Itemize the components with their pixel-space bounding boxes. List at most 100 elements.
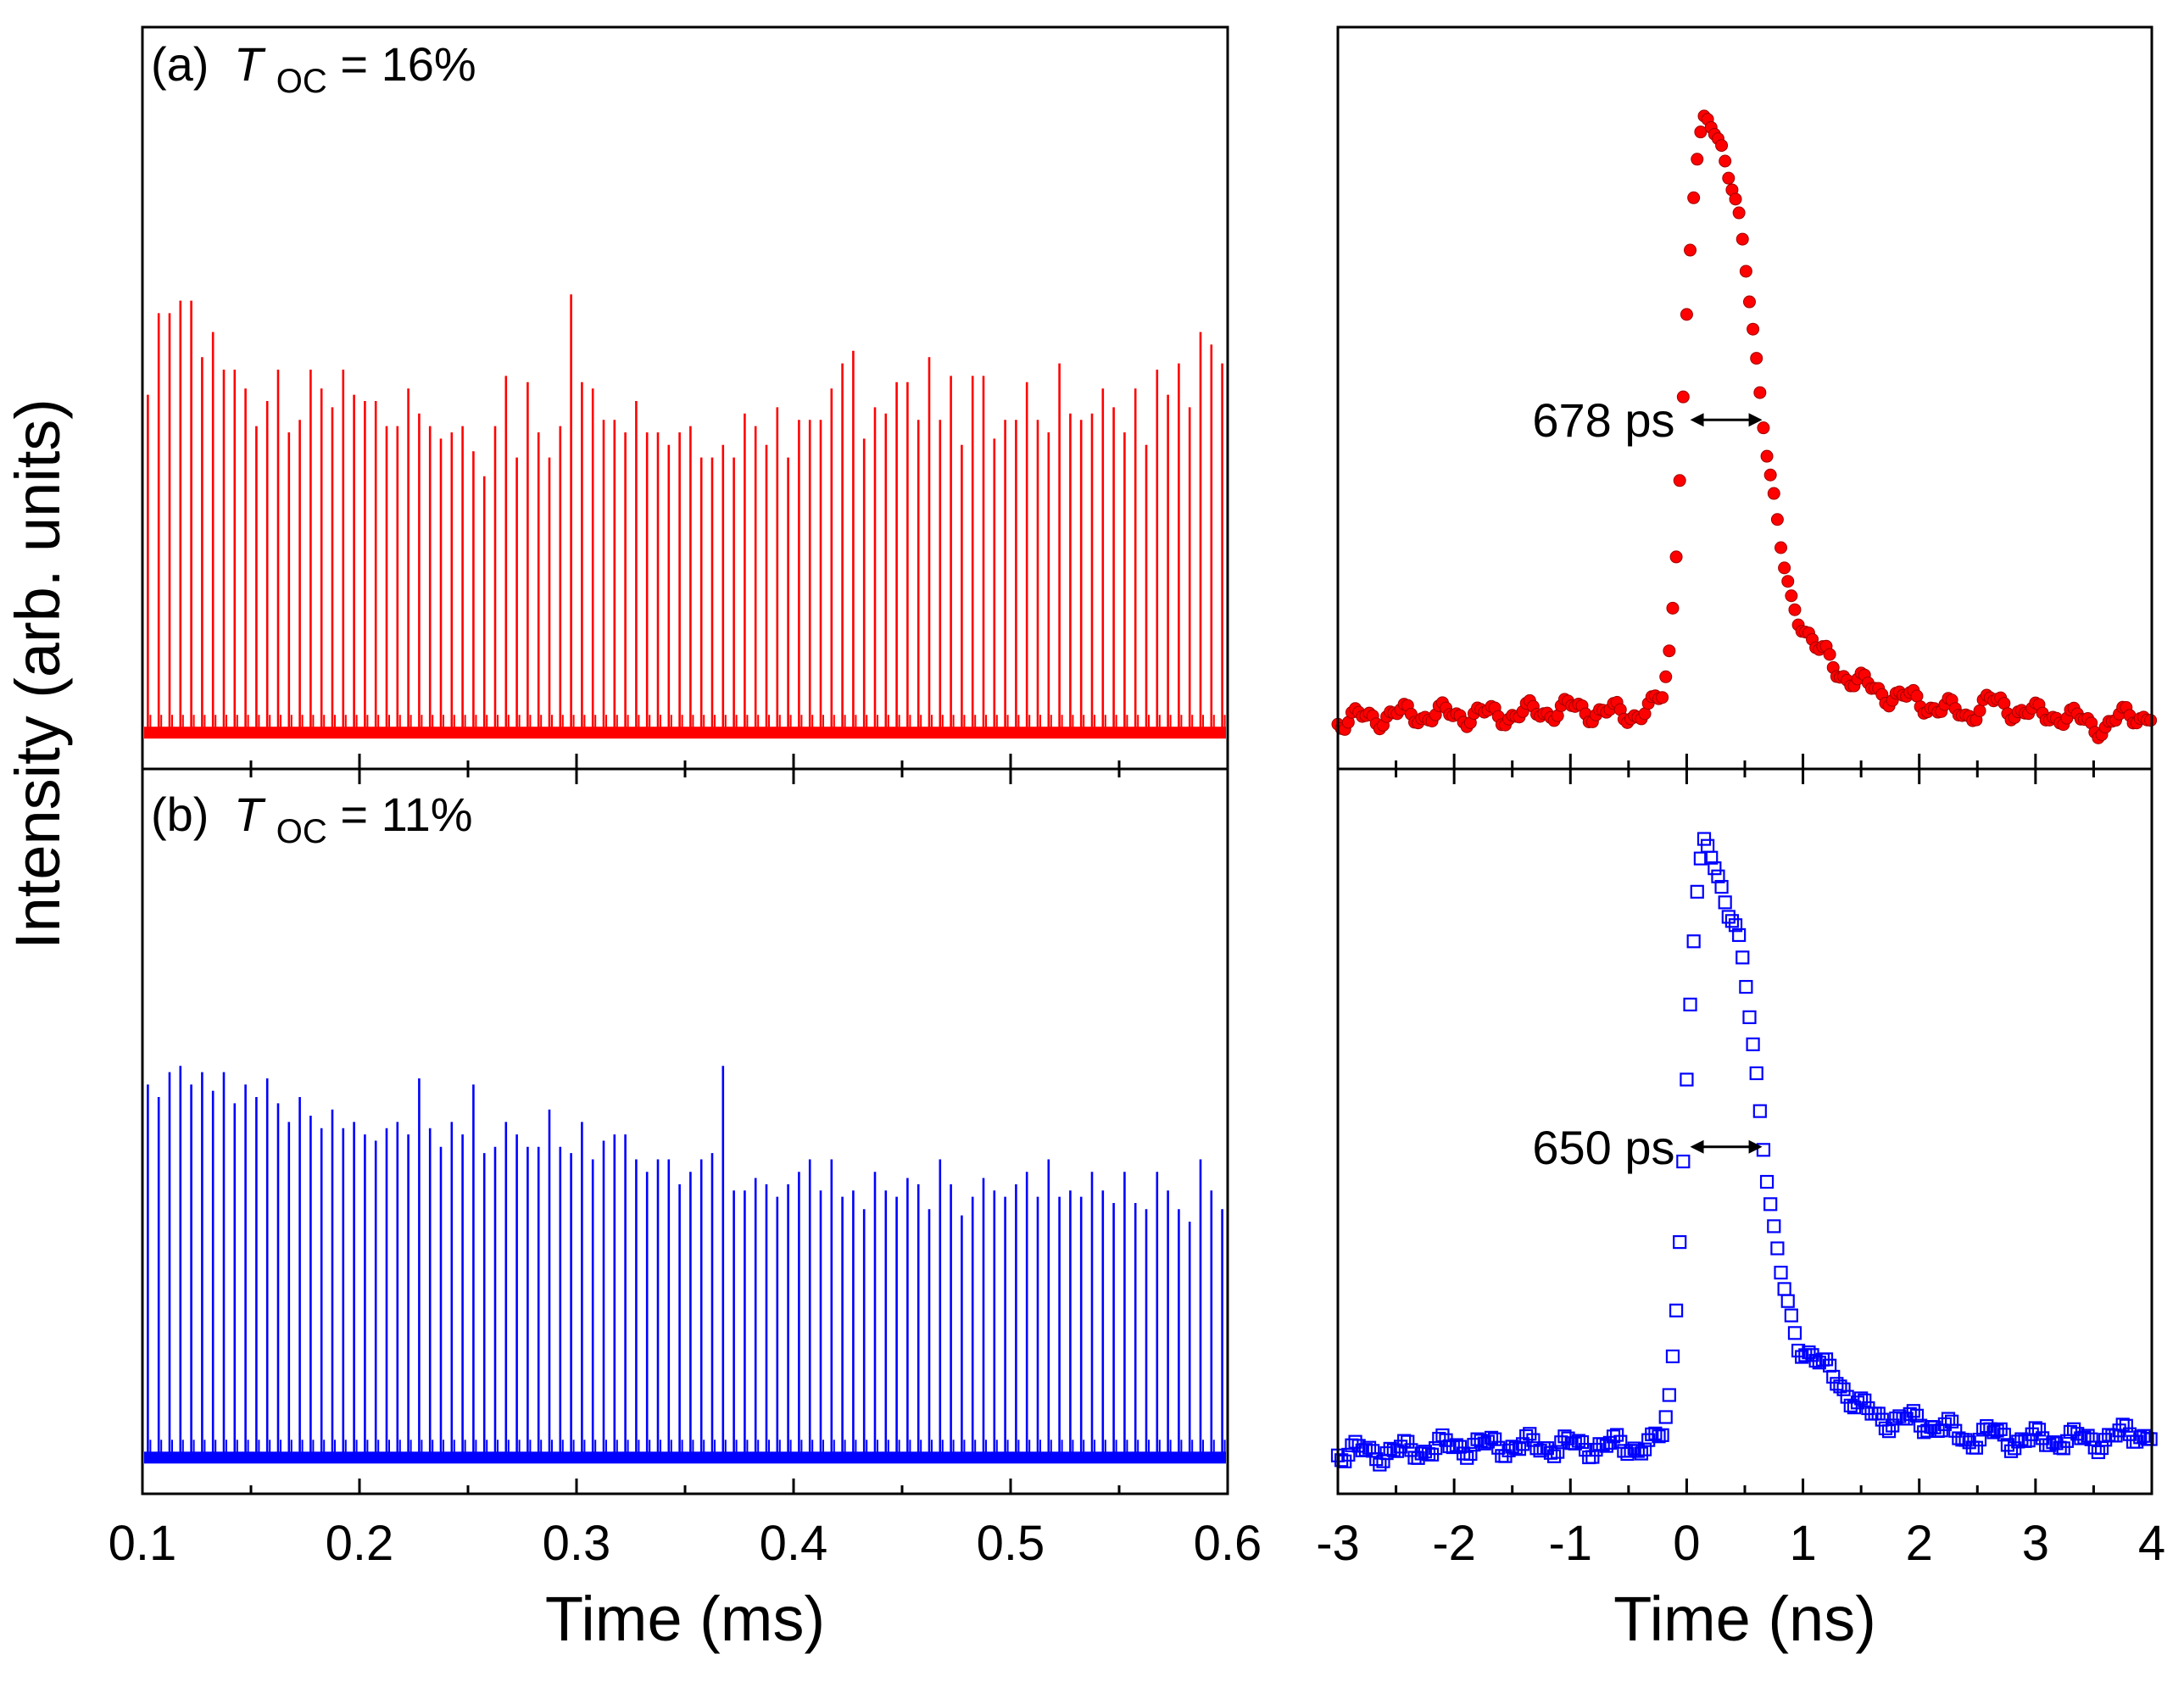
panel-b-marker — [1777, 1282, 1791, 1296]
panel-b-marker — [1836, 1382, 1851, 1396]
panel-b-marker — [1526, 1433, 1540, 1447]
panel-b-marker — [1460, 1451, 1474, 1465]
panel-a-marker — [1785, 589, 1798, 603]
panel-b-marker — [2003, 1444, 2019, 1458]
panel-a-value: = 16% — [340, 37, 476, 91]
panel-a-pulse-profile: 678 ps — [1331, 25, 2158, 771]
panel-b-marker — [1432, 1431, 1446, 1446]
panel-b-marker — [1348, 1434, 1362, 1449]
panel-b-marker — [1774, 1266, 1788, 1280]
panel-a-sub: OC — [276, 63, 327, 100]
panel-b-marker — [1899, 1412, 1914, 1426]
panel-b-marker — [1546, 1449, 1562, 1463]
panel-b-marker — [1990, 1423, 2004, 1438]
panel-b-marker — [1449, 1438, 1463, 1452]
panel-b-marker — [2098, 1433, 2113, 1447]
panel-b-marker — [1390, 1444, 1405, 1458]
panel-b-marker — [2056, 1441, 2070, 1456]
panel-b-marker — [1418, 1445, 1432, 1459]
panel-a-marker — [1823, 648, 1836, 661]
panel-b-right-frame — [1336, 767, 2153, 1495]
panel-b-marker — [1847, 1401, 1862, 1415]
panel-b-marker — [1351, 1439, 1366, 1453]
panel-b-marker — [2059, 1434, 2074, 1448]
panel-a-pulse-lines — [144, 294, 1226, 739]
right-x-tick-label: 2 — [1906, 1516, 1933, 1571]
panel-a-marker — [1719, 154, 1732, 168]
panel-b-marker — [2077, 1430, 2092, 1445]
panel-a-marker — [1742, 295, 1756, 309]
left-x-tick-label: 0.5 — [977, 1516, 1045, 1571]
panel-b-marker — [1903, 1406, 1917, 1421]
panel-b-marker — [1784, 1308, 1798, 1323]
panel-b-value: = 11% — [340, 788, 472, 841]
panel-b-marker — [1610, 1428, 1624, 1442]
panel-a-marker — [1747, 322, 1760, 336]
panel-a-pulse-train: (a) T OC = 16% — [141, 25, 1229, 771]
panel-b-marker — [1488, 1432, 1502, 1446]
panel-b-marker — [1680, 1072, 1694, 1087]
panel-b-marker — [1414, 1446, 1429, 1461]
panel-b-marker — [1732, 927, 1747, 943]
panel-b-marker — [1362, 1440, 1377, 1455]
panel-b-marker — [1843, 1398, 1858, 1413]
panel-a-marker — [1763, 468, 1777, 482]
panel-a-marker — [1753, 386, 1767, 399]
panel-b-marker — [1599, 1439, 1613, 1453]
right-x-tick-label: -2 — [1432, 1516, 1476, 1571]
panel-b-marker — [1787, 1326, 1802, 1340]
panel-b-marker — [1878, 1421, 1893, 1435]
panel-b-marker — [1704, 850, 1719, 865]
panel-b-marker — [1690, 884, 1704, 899]
panel-b-label: (b) T OC = 11% — [151, 788, 473, 853]
right-x-tick-label: -1 — [1548, 1516, 1592, 1571]
panel-b-marker — [2115, 1417, 2130, 1432]
panel-b-marker — [1457, 1446, 1471, 1461]
panel-b-marker — [1376, 1454, 1390, 1468]
panel-b-marker — [2028, 1421, 2042, 1435]
panel-b-marker — [1655, 1428, 1669, 1442]
panel-a-marker — [1656, 691, 1669, 705]
panel-b-marker — [2035, 1431, 2050, 1445]
panel-b-marker — [1543, 1445, 1558, 1460]
panel-b-marker — [1728, 918, 1743, 933]
panel-b-marker — [2070, 1427, 2085, 1441]
left-x-tick-label: 0.4 — [760, 1516, 828, 1571]
panel-b-marker — [1634, 1446, 1649, 1461]
panel-b-marker — [2014, 1432, 2029, 1446]
panel-b-fwhm-arrow — [1690, 1139, 1763, 1154]
panel-b-marker — [1401, 1434, 1415, 1449]
panel-b-marker — [1749, 1066, 1763, 1081]
panel-a-marker — [1663, 644, 1676, 658]
panel-b-marker — [1366, 1444, 1380, 1458]
panel-a-fwhm-arrow — [1690, 413, 1763, 427]
panel-b-marker — [2137, 1429, 2151, 1443]
panel-b-marker — [1746, 1037, 1760, 1051]
panel-b-marker — [2084, 1432, 2098, 1446]
panel-a-marker — [1910, 689, 1924, 703]
panel-b-marker — [1379, 1445, 1394, 1461]
panel-b-marker — [1948, 1423, 1963, 1438]
panel-a-label: (a) T OC = 16% — [151, 37, 476, 103]
panel-a-marker — [1767, 487, 1780, 500]
panel-b-arrow-head-right — [1748, 1139, 1763, 1154]
panel-b-marker — [1770, 1241, 1785, 1256]
panel-a-letter: (a) — [151, 37, 209, 91]
panel-b-marker — [1892, 1409, 1907, 1423]
panel-b-marker — [1386, 1443, 1401, 1457]
panel-b-marker — [1693, 851, 1708, 866]
panel-b-marker — [1676, 1154, 1691, 1169]
panel-b-marker — [1812, 1356, 1826, 1370]
panel-a-marker — [1687, 191, 1701, 204]
panel-b-sub: OC — [276, 813, 327, 850]
panel-b-marker — [1854, 1391, 1869, 1406]
panel-b-pulse-profile: 650 ps — [1330, 767, 2158, 1495]
panel-a-marker — [1659, 670, 1673, 683]
panel-b-marker — [1540, 1441, 1554, 1456]
panel-b-marker — [1512, 1442, 1527, 1456]
left-x-tick-label: 0.6 — [1194, 1516, 1262, 1571]
panel-a-marker — [1680, 308, 1693, 321]
panel-b-marker — [1519, 1429, 1534, 1444]
panel-b-left-frame — [141, 767, 1229, 1495]
